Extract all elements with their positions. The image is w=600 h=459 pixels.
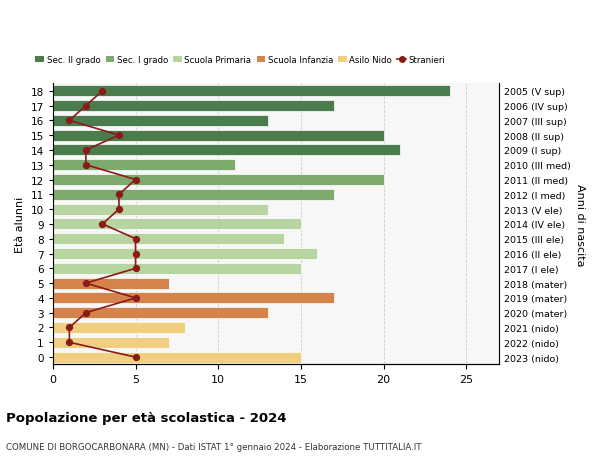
Bar (53, 219, 301, 230)
Bar (53, 293, 334, 304)
Point (81, 309, 91, 317)
Bar (53, 86, 450, 97)
Point (131, 295, 140, 302)
Point (131, 250, 140, 257)
Bar (53, 130, 383, 141)
Legend: Sec. II grado, Sec. I grado, Scuola Primaria, Scuola Infanzia, Asilo Nido, Stran: Sec. II grado, Sec. I grado, Scuola Prim… (32, 52, 449, 68)
Bar (53, 263, 301, 274)
Point (65, 339, 74, 346)
Point (81, 280, 91, 287)
Point (131, 265, 140, 272)
Bar (53, 204, 268, 215)
Point (114, 206, 124, 213)
Point (131, 235, 140, 243)
Point (131, 176, 140, 184)
Bar (53, 352, 301, 363)
Bar (53, 278, 169, 289)
Bar (53, 145, 400, 156)
Point (65, 324, 74, 331)
Bar (53, 116, 268, 127)
Point (114, 191, 124, 199)
Bar (53, 174, 383, 185)
Bar (53, 190, 334, 201)
Text: Popolazione per età scolastica - 2024: Popolazione per età scolastica - 2024 (6, 412, 287, 425)
Bar (53, 322, 185, 333)
Bar (53, 101, 334, 112)
Point (65, 118, 74, 125)
Text: COMUNE DI BORGOCARBONARA (MN) - Dati ISTAT 1° gennaio 2024 - Elaborazione TUTTIT: COMUNE DI BORGOCARBONARA (MN) - Dati IST… (6, 442, 421, 451)
Y-axis label: Anni di nascita: Anni di nascita (575, 183, 585, 266)
Point (81, 103, 91, 110)
Point (114, 132, 124, 140)
Bar (53, 337, 169, 348)
Y-axis label: Età alunni: Età alunni (15, 196, 25, 252)
Bar (53, 234, 284, 245)
Point (131, 353, 140, 361)
Point (98, 221, 107, 228)
Point (98, 88, 107, 95)
Point (81, 162, 91, 169)
Bar (53, 248, 317, 259)
Bar (53, 308, 268, 319)
Point (81, 147, 91, 154)
Bar (53, 160, 235, 171)
